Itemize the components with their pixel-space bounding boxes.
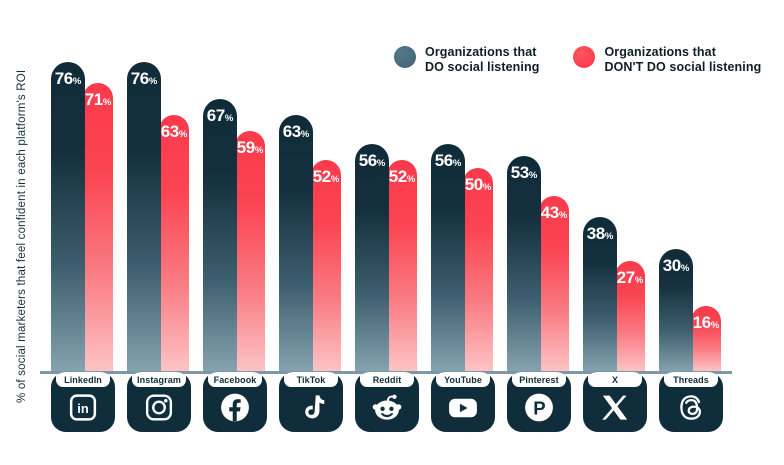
legend-label-do: Organizations that DO social listening: [425, 45, 539, 75]
bar-do-threads: 30%: [659, 249, 693, 371]
linkedin-icon: in: [69, 394, 97, 421]
bar-dont-threads: 16%: [691, 306, 721, 371]
platform-label: Pinterest: [512, 372, 566, 387]
platform-label: Facebook: [208, 372, 262, 387]
platform-badge-reddit: Reddit: [355, 372, 419, 432]
bar-dont-linkedin: 71%: [83, 83, 113, 371]
platform-label: Threads: [664, 372, 718, 387]
value-label-dont-pinterest: 43%: [540, 203, 568, 222]
value-label-do-x: 38%: [586, 224, 614, 243]
legend-dot-do-icon: [394, 46, 416, 68]
bar-do-reddit: 56%: [355, 144, 389, 371]
platform-badge-tiktok: TikTok: [279, 372, 343, 432]
bar-dont-facebook: 59%: [235, 131, 265, 371]
bar-do-x: 38%: [583, 217, 617, 371]
legend-do-line2: DO social listening: [425, 60, 540, 74]
bar-dont-reddit: 52%: [387, 160, 417, 371]
platform-label: LinkedIn: [56, 372, 110, 387]
facebook-icon: [221, 393, 249, 422]
reddit-icon: [372, 394, 402, 420]
legend: Organizations that DO social listening O…: [394, 45, 761, 75]
legend-dont-line2: DON'T DO social listening: [604, 60, 762, 74]
x-icon: [602, 395, 628, 420]
instagram-icon: [145, 394, 173, 421]
value-label-do-youtube: 56%: [434, 151, 462, 170]
tiktok-icon: [305, 395, 325, 419]
svg-text:P: P: [533, 398, 545, 419]
value-label-do-instagram: 76%: [130, 69, 158, 88]
platform-label: Instagram: [132, 372, 186, 387]
platform-label: YouTube: [436, 372, 490, 387]
legend-dot-dont-icon: [573, 46, 596, 68]
bar-do-linkedin: 76%: [51, 62, 85, 371]
youtube-icon: [449, 398, 477, 418]
value-label-dont-instagram: 63%: [160, 122, 188, 141]
platform-badge-facebook: Facebook: [203, 372, 267, 432]
bar-dont-pinterest: 43%: [539, 196, 569, 371]
platform-label: X: [588, 372, 642, 387]
platform-badge-threads: Threads: [659, 372, 723, 432]
value-label-do-pinterest: 53%: [510, 163, 538, 182]
bar-do-instagram: 76%: [127, 62, 161, 371]
threads-icon: [680, 395, 702, 420]
platform-label: Reddit: [360, 372, 414, 387]
bar-dont-instagram: 63%: [159, 115, 189, 371]
value-label-do-facebook: 67%: [206, 106, 234, 125]
platform-badge-youtube: YouTube: [431, 372, 495, 432]
value-label-dont-linkedin: 71%: [84, 90, 112, 109]
bar-dont-x: 27%: [615, 261, 645, 371]
platform-badge-pinterest: Pinterest P: [507, 372, 571, 432]
svg-text:in: in: [77, 401, 89, 416]
legend-dont-line1: Organizations that: [604, 45, 716, 59]
value-label-dont-facebook: 59%: [236, 138, 264, 157]
legend-do-line1: Organizations that: [425, 45, 537, 59]
bar-dont-youtube: 50%: [463, 168, 493, 371]
legend-item-do: Organizations that DO social listening: [394, 45, 539, 75]
bar-dont-tiktok: 52%: [311, 160, 341, 371]
value-label-do-reddit: 56%: [358, 151, 386, 170]
value-label-do-threads: 30%: [662, 256, 690, 275]
platform-badge-linkedin: LinkedIn in: [51, 372, 115, 432]
pinterest-icon: P: [525, 393, 553, 422]
value-label-do-linkedin: 76%: [54, 69, 82, 88]
bar-do-youtube: 56%: [431, 144, 465, 371]
value-label-dont-threads: 16%: [692, 313, 720, 332]
bar-do-tiktok: 63%: [279, 115, 313, 371]
value-label-do-tiktok: 63%: [282, 122, 310, 141]
bar-do-pinterest: 53%: [507, 156, 541, 371]
value-label-dont-tiktok: 52%: [312, 167, 340, 186]
bar-do-facebook: 67%: [203, 99, 237, 371]
value-label-dont-reddit: 52%: [388, 167, 416, 186]
legend-label-dont: Organizations that DON'T DO social liste…: [604, 45, 761, 75]
value-label-dont-x: 27%: [616, 268, 644, 287]
platform-badge-instagram: Instagram: [127, 372, 191, 432]
value-label-dont-youtube: 50%: [464, 175, 492, 194]
platform-badge-x: X: [583, 372, 647, 432]
legend-item-dont: Organizations that DON'T DO social liste…: [573, 45, 761, 75]
platform-label: TikTok: [284, 372, 338, 387]
